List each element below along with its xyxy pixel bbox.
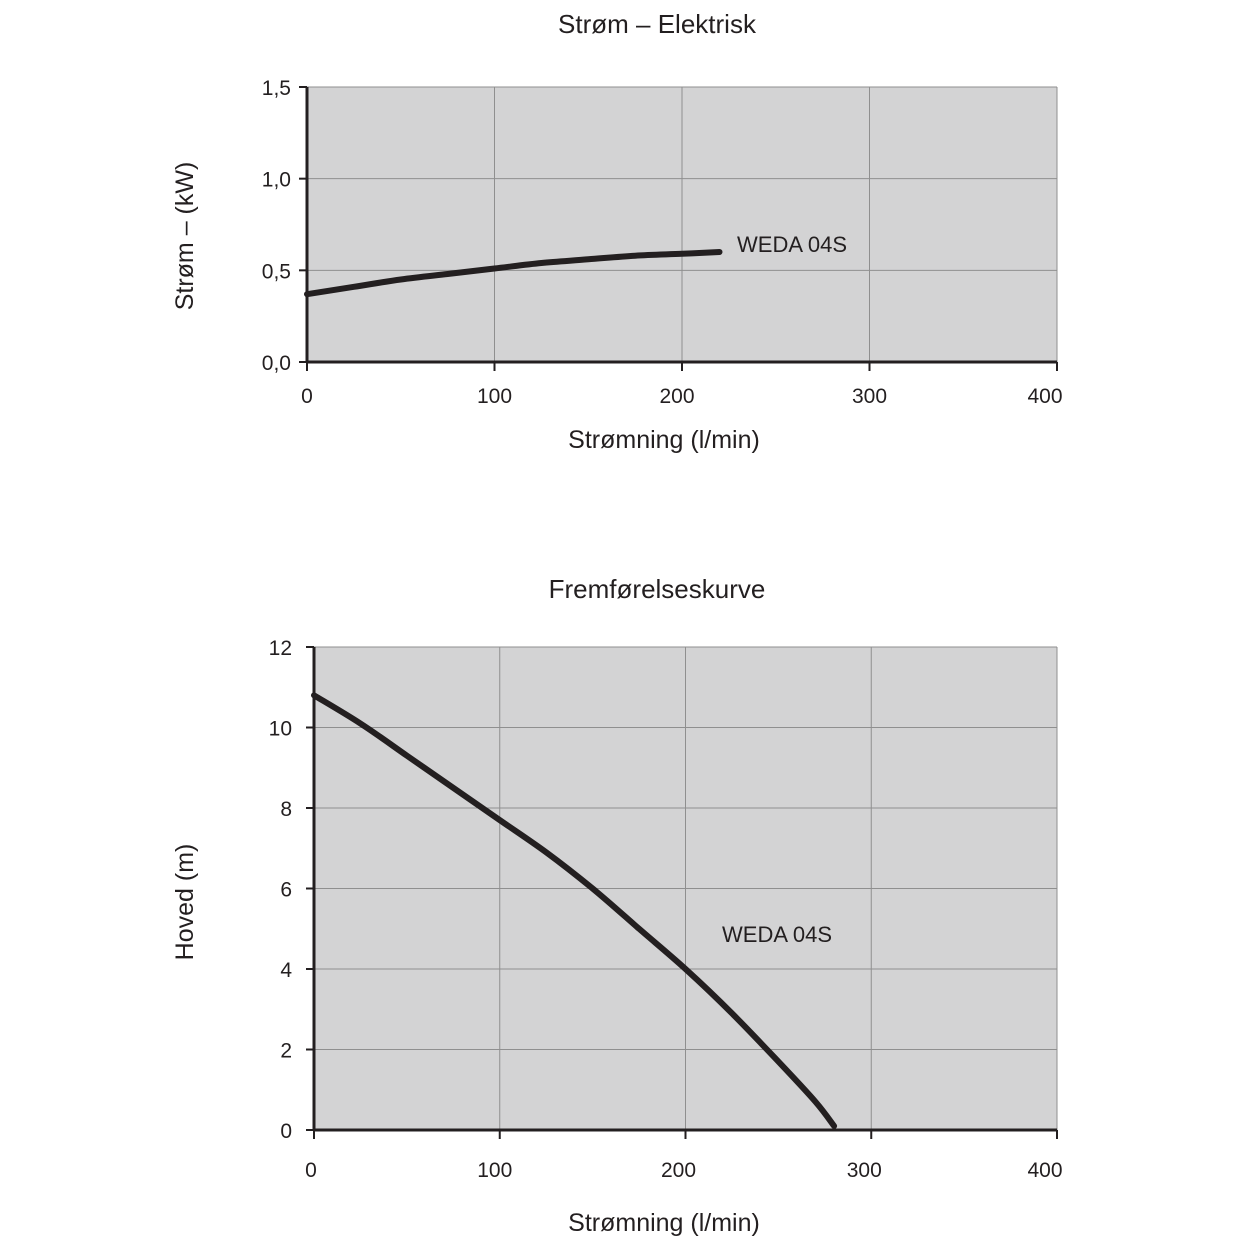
power-y-tick-label: 0,5 [262, 260, 291, 283]
power-x-tick-label: 300 [852, 385, 887, 408]
power-x-tick-label: 100 [477, 385, 512, 408]
head-x-tick-label: 200 [661, 1159, 696, 1182]
head-y-axis-label: Hoved (m) [171, 844, 199, 961]
head-chart: Fremførelseskurve 0 100 200 300 400 0 2 4 6 8 10 12… [171, 574, 1063, 1237]
power-y-axis-label: Strøm – (kW) [171, 162, 199, 311]
head-gridlines [314, 646, 1058, 1130]
head-series-line-0 [311, 692, 838, 1129]
power-y-tick-label: 1,5 [262, 77, 291, 100]
head-x-tick-label: 100 [477, 1159, 512, 1182]
power-x-tick-label: 200 [659, 385, 694, 408]
power-x-tick-label: 0 [301, 385, 313, 408]
head-y-tick-label: 4 [280, 959, 292, 982]
power-series [304, 249, 723, 298]
head-y-tick-label: 12 [269, 637, 292, 660]
head-x-tick-label: 400 [1027, 1159, 1062, 1182]
head-y-tick-label: 8 [280, 798, 292, 821]
power-series-line-0 [304, 249, 723, 298]
head-y-tick-label: 2 [280, 1040, 292, 1063]
head-y-tick-label: 10 [269, 718, 292, 741]
head-x-axis-label: Strømning (l/min) [568, 1209, 760, 1237]
head-ticks: 0 100 200 300 400 0 2 4 6 8 10 12 [269, 637, 1063, 1182]
head-series-label: WEDA 04S [722, 922, 832, 947]
head-y-tick-label: 0 [280, 1120, 292, 1143]
head-series [311, 692, 838, 1129]
power-chart-title: Strøm – Elektrisk [558, 9, 757, 39]
power-ticks: 0 100 200 300 400 0,0 0,5 1,0 1,5 [262, 77, 1063, 408]
power-y-tick-label: 0,0 [262, 352, 291, 375]
power-x-tick-label: 400 [1027, 385, 1062, 408]
power-gridlines [307, 86, 1058, 362]
power-series-label: WEDA 04S [737, 232, 847, 257]
head-chart-title: Fremførelseskurve [549, 574, 766, 604]
head-y-tick-label: 6 [280, 879, 292, 902]
power-chart: Strøm – Elektrisk 0 100 200 300 400 0,0 0,5 1,0… [171, 9, 1063, 454]
power-y-tick-label: 1,0 [262, 169, 291, 192]
head-x-tick-label: 300 [847, 1159, 882, 1182]
head-x-tick-label: 0 [305, 1159, 317, 1182]
power-x-axis-label: Strømning (l/min) [568, 426, 760, 454]
